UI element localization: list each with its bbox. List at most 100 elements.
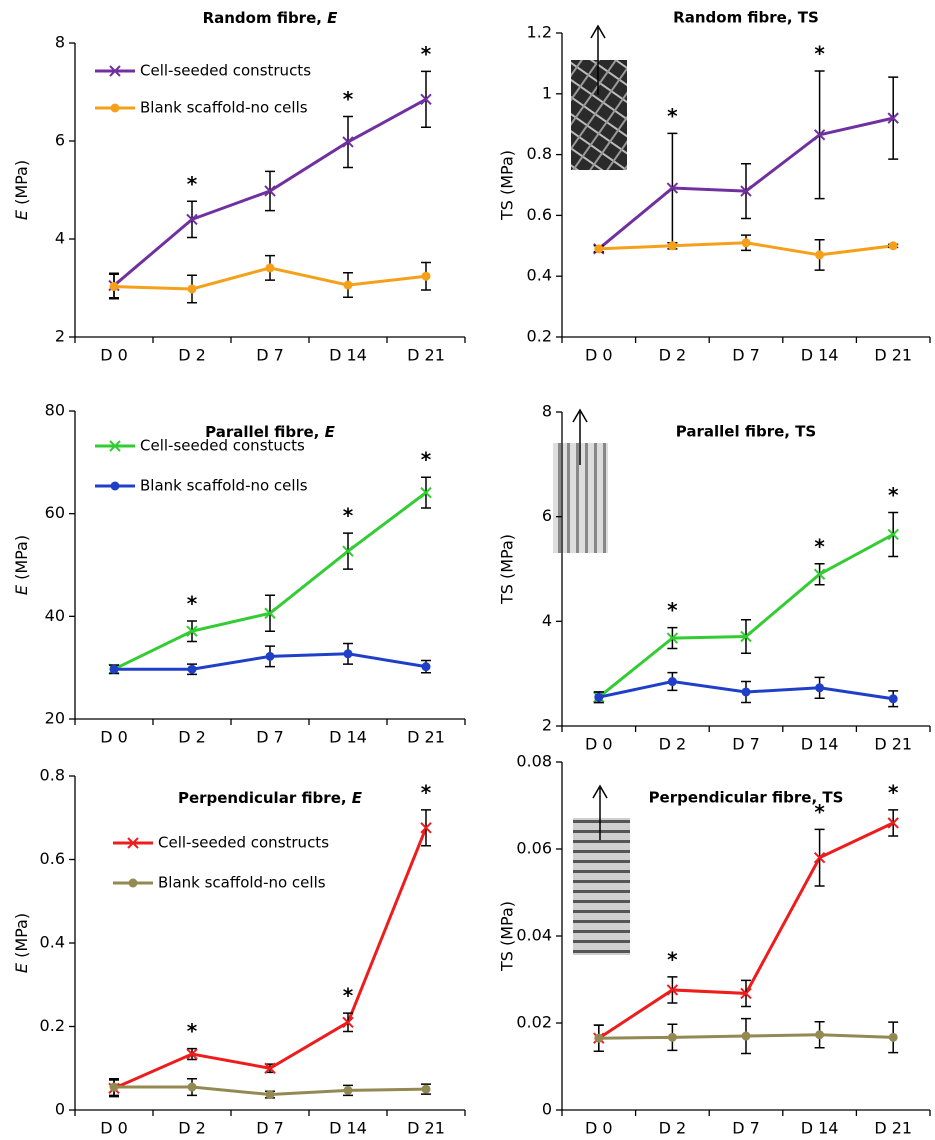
legend-label: Blank scaffold-no cells bbox=[140, 477, 308, 495]
significance-mark: * bbox=[888, 483, 899, 507]
y-tick-label: 0.08 bbox=[516, 752, 552, 771]
significance-mark: * bbox=[667, 947, 678, 971]
marker bbox=[888, 241, 898, 251]
marker bbox=[186, 625, 198, 637]
x-tick-label: D 14 bbox=[329, 346, 367, 365]
marker bbox=[187, 664, 197, 674]
x-tick-label: D 14 bbox=[801, 1119, 839, 1138]
legend-marker bbox=[110, 481, 120, 491]
y-tick-label: 4 bbox=[55, 229, 65, 248]
y-tick-label: 80 bbox=[45, 401, 65, 420]
marker bbox=[109, 664, 119, 674]
x-tick-label: D 2 bbox=[178, 346, 206, 365]
marker bbox=[343, 1085, 353, 1095]
y-tick-label: 8 bbox=[542, 402, 552, 421]
x-tick-label: D 2 bbox=[659, 346, 687, 365]
marker bbox=[420, 93, 432, 106]
y-tick-label: 0.8 bbox=[40, 766, 65, 785]
series-line bbox=[113, 827, 428, 1090]
y-tick-label: 0 bbox=[542, 1100, 552, 1119]
significance-mark: * bbox=[814, 800, 825, 824]
marker bbox=[813, 129, 826, 141]
significance-mark: * bbox=[667, 104, 678, 128]
marker bbox=[815, 683, 825, 693]
legend-marker bbox=[109, 440, 121, 452]
marker bbox=[667, 1032, 677, 1042]
chart: Random fibre, TS TS (MPa) 0.2 0.4 0.6 0.8 1 1.2… bbox=[498, 9, 931, 365]
x-tick-label: D 14 bbox=[329, 728, 367, 747]
x-tick-label: D 2 bbox=[178, 728, 206, 747]
marker bbox=[187, 1082, 197, 1092]
marker bbox=[740, 185, 752, 197]
marker bbox=[265, 263, 275, 273]
series-line bbox=[597, 533, 894, 699]
chart-title: Perpendicular fibre, E bbox=[178, 789, 363, 807]
y-tick-label: 0.4 bbox=[527, 266, 552, 285]
y-axis-label: TS (MPa) bbox=[498, 150, 517, 221]
marker bbox=[887, 528, 899, 541]
y-tick-label: 20 bbox=[45, 709, 65, 728]
marker bbox=[815, 250, 825, 260]
x-tick-label: D 2 bbox=[659, 1119, 687, 1138]
x-tick-label: D 21 bbox=[407, 346, 445, 365]
x-tick-label: D 21 bbox=[874, 346, 912, 365]
marker bbox=[264, 607, 276, 619]
chart: Perpendicular fibre, TS TS (MPa) 0 0.02 0.04… bbox=[498, 752, 931, 1138]
x-tick-label: D 7 bbox=[256, 728, 284, 747]
significance-mark: * bbox=[187, 172, 198, 196]
y-tick-label: 60 bbox=[45, 503, 65, 522]
x-tick-label: D 21 bbox=[874, 735, 912, 754]
marker bbox=[420, 822, 432, 834]
x-tick-label: D 0 bbox=[585, 346, 613, 365]
marker bbox=[741, 687, 751, 697]
y-axis-label: E (MPa) bbox=[12, 535, 31, 595]
marker bbox=[741, 1031, 751, 1041]
x-tick-label: D 21 bbox=[407, 1119, 445, 1138]
significance-mark: * bbox=[343, 984, 354, 1008]
x-tick-label: D 7 bbox=[256, 346, 284, 365]
marker bbox=[887, 817, 899, 829]
significance-mark: * bbox=[421, 42, 432, 66]
marker bbox=[264, 185, 276, 197]
x-tick-label: D 14 bbox=[801, 735, 839, 754]
x-tick-label: D 0 bbox=[100, 1119, 128, 1138]
y-tick-label: 40 bbox=[45, 606, 65, 625]
legend-marker bbox=[128, 878, 138, 888]
y-tick-label: 0.6 bbox=[527, 205, 552, 224]
y-tick-label: 0.2 bbox=[40, 1016, 65, 1035]
series-line bbox=[113, 491, 427, 671]
y-axis-label: E (MPa) bbox=[12, 160, 31, 220]
significance-mark: * bbox=[343, 87, 354, 111]
legend-label: Blank scaffold-no cells bbox=[140, 99, 308, 117]
marker bbox=[420, 486, 432, 499]
y-tick-label: 6 bbox=[55, 131, 65, 150]
marker bbox=[265, 651, 275, 661]
marker bbox=[342, 136, 354, 148]
marker bbox=[343, 280, 353, 290]
significance-mark: * bbox=[888, 780, 899, 804]
y-tick-label: 0.2 bbox=[527, 327, 552, 346]
marker bbox=[109, 282, 119, 292]
marker bbox=[421, 271, 431, 281]
legend-label: Cell-seeded constucts bbox=[140, 437, 305, 455]
marker bbox=[813, 851, 826, 864]
chart: Perpendicular fibre, E E (MPa) 0 0.2 0.4 0.6 0… bbox=[12, 766, 466, 1138]
significance-mark: * bbox=[187, 591, 198, 615]
marker bbox=[421, 662, 431, 672]
x-tick-label: D 7 bbox=[732, 346, 760, 365]
marker bbox=[667, 677, 677, 687]
significance-mark: * bbox=[814, 534, 825, 558]
marker bbox=[343, 649, 353, 659]
marker bbox=[186, 1048, 198, 1060]
y-tick-label: 1.2 bbox=[527, 23, 552, 42]
chart: Random fibre, E E (MPa) 2 4 6 8 D 0 D 2 D 7 D 14 D… bbox=[12, 9, 466, 365]
marker bbox=[741, 238, 751, 248]
inset-image bbox=[573, 784, 630, 955]
x-tick-label: D 14 bbox=[329, 1119, 367, 1138]
y-tick-label: 0.6 bbox=[40, 849, 65, 868]
legend-marker bbox=[109, 65, 121, 77]
x-tick-label: D 0 bbox=[585, 735, 613, 754]
marker bbox=[342, 545, 354, 557]
y-tick-label: 8 bbox=[55, 33, 65, 52]
